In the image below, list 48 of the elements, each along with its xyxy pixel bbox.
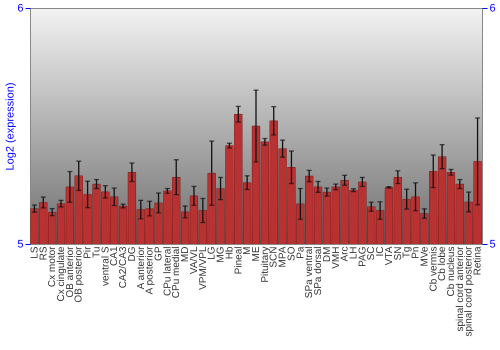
x-tick-label: ventral S: [100, 246, 112, 286]
x-tick-label: PAG: [357, 246, 368, 267]
x-tick-label: M: [242, 246, 254, 255]
x-tick-label: CPu medial: [171, 246, 182, 298]
y-axis-title: Log2 (expression): [4, 82, 16, 171]
x-tick-label: SCN: [268, 246, 280, 268]
x-tick-label: CA1: [109, 246, 120, 266]
x-tick-label: VMH: [330, 246, 342, 269]
x-tick-label: MPA: [278, 246, 289, 268]
x-tick-label: LG: [206, 246, 218, 260]
x-tick-label: Pn: [410, 246, 422, 259]
x-tick-label: Pineal: [233, 246, 244, 274]
x-tick-label: spinal cord posterior: [464, 246, 475, 337]
x-tick-label: SPa dorsal: [313, 246, 324, 296]
x-tick-label: GP: [154, 246, 165, 261]
x-tick-label: SO: [286, 246, 298, 261]
x-tick-label: Cx cingulate: [56, 246, 68, 302]
x-tick-label: SN: [392, 246, 404, 260]
x-tick-label: LS: [29, 246, 40, 259]
x-tick-label: ME: [251, 246, 262, 262]
x-tick-label: A posterior: [144, 246, 156, 294]
x-tick-label: Tu: [91, 246, 102, 258]
x-tick-label: OB anterior: [64, 246, 76, 298]
x-tick-label: Retina: [472, 246, 484, 276]
x-tick-label: VPM/VPL: [198, 246, 209, 290]
x-tick-label: VA/VL: [188, 246, 200, 274]
x-tick-label: Pa: [295, 246, 306, 259]
x-tick-label: SC: [366, 246, 378, 260]
x-tick-label: MVe: [419, 246, 430, 267]
x-tick-label: Pituitary: [260, 246, 271, 283]
x-tick-label: Pir: [82, 246, 94, 259]
x-tick-label: Cb lobe: [437, 246, 448, 281]
x-tick-label: LH: [348, 246, 360, 260]
x-tick-label: VTA: [384, 246, 395, 266]
x-tick-label: A anterior: [136, 246, 147, 290]
x-tick-label: Cb nucleus: [446, 246, 457, 297]
x-tick-label: Tg: [402, 246, 413, 258]
x-tick-label: OB posterior: [74, 246, 85, 303]
x-tick-label: DM: [322, 246, 333, 262]
y2-tick-label: 6: [490, 2, 496, 14]
x-tick-label: RS: [38, 246, 50, 260]
x-tick-label: CA2/CA3: [118, 246, 130, 288]
x-tick-label: IC: [375, 246, 386, 256]
x-tick-label: spinal cord anterior: [454, 246, 466, 332]
x-tick-label: DG: [126, 246, 138, 262]
x-tick-label: Arc: [340, 246, 351, 262]
x-tick-label: Hb: [224, 246, 236, 260]
y2-tick-label: 5: [490, 238, 496, 250]
